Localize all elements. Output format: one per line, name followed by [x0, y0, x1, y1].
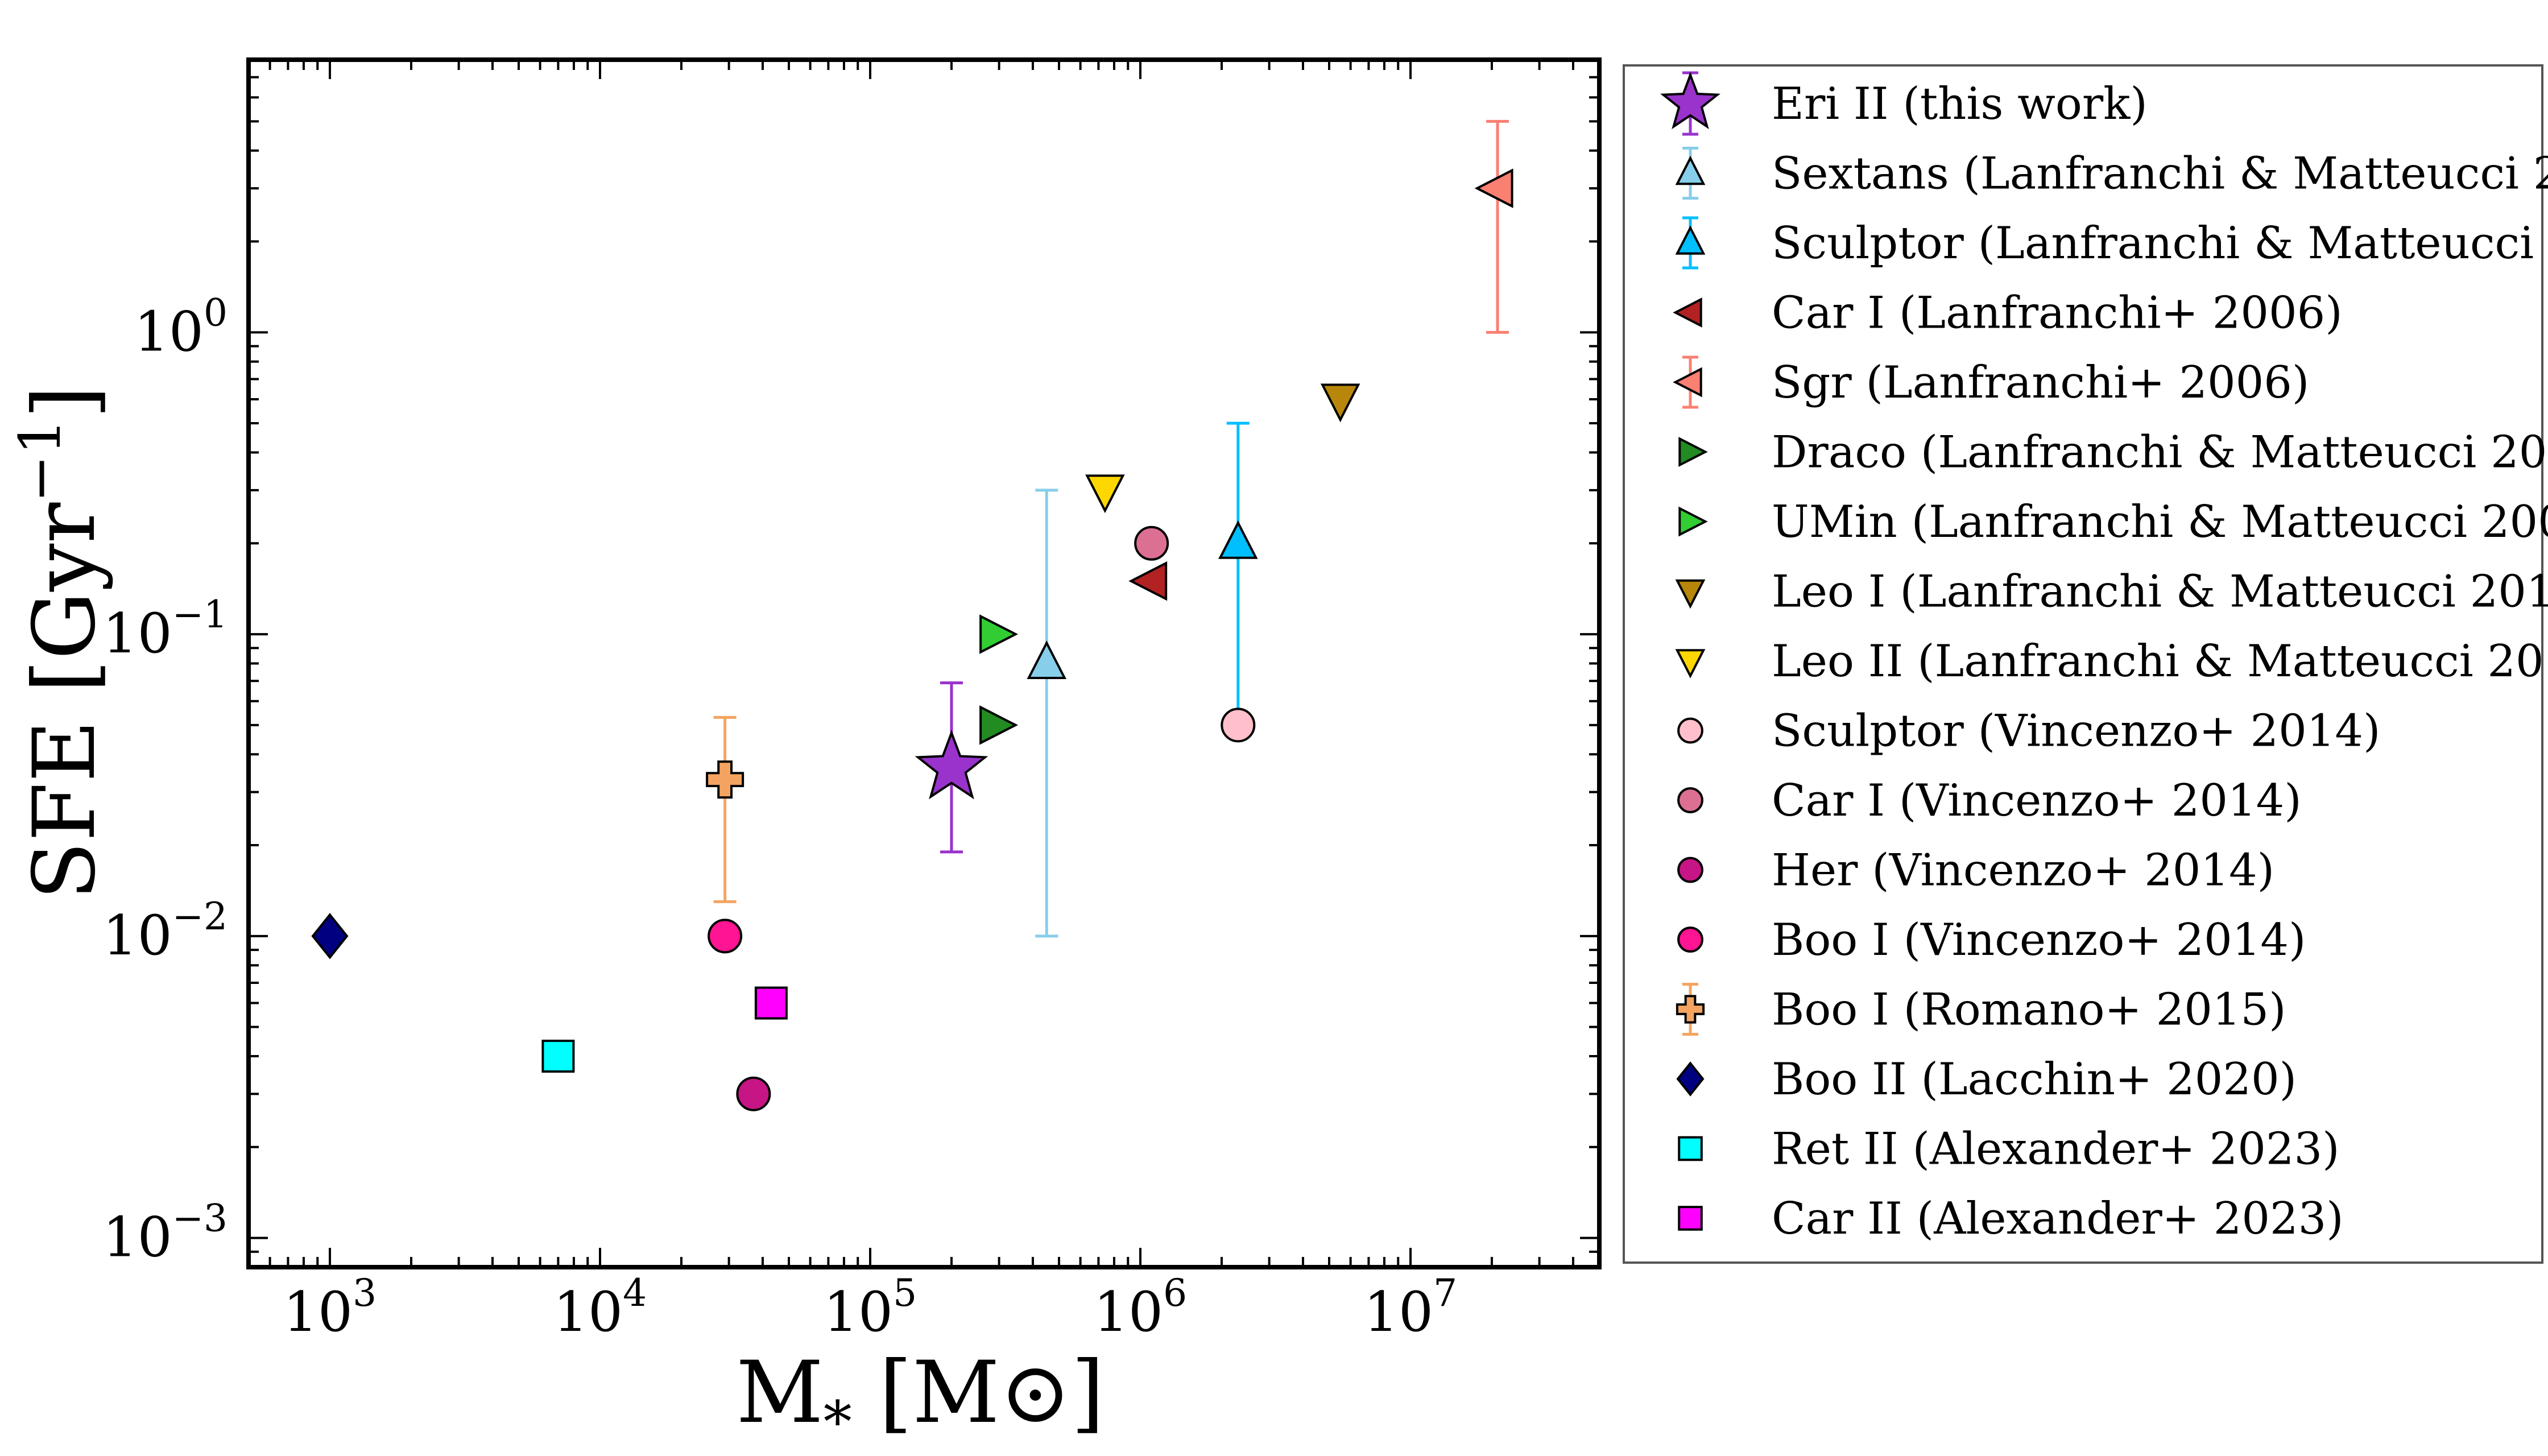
legend-label: Draco (Lanfranchi & Matteucci 2007): [1772, 427, 2548, 478]
legend-label: Leo I (Lanfranchi & Matteucci 2010): [1772, 566, 2548, 618]
data-point: [1474, 168, 1513, 208]
data-point: [1085, 474, 1125, 514]
legend-marker: [1677, 857, 1703, 883]
x-tick-label: 104: [553, 1271, 647, 1344]
legend-entry: Boo II (Lacchin+ 2020): [1676, 1054, 2297, 1105]
legend-entry: Boo I (Romano+ 2015): [1676, 983, 2286, 1036]
legend-marker: [1676, 995, 1705, 1024]
data-point: [706, 760, 744, 799]
error-bar: [1226, 421, 1250, 727]
x-tick-label: 106: [1094, 1271, 1187, 1344]
legend-label: Sextans (Lanfranchi & Matteucci 2004): [1772, 148, 2548, 200]
legend-marker: [1678, 506, 1708, 537]
y-tick-label: 10−2: [103, 895, 228, 967]
axes-layer: 103 104 105 106 107 10−3 10−2 10−1 100: [103, 57, 1602, 1344]
legend-marker: [1677, 717, 1703, 744]
error-bar: [1035, 489, 1058, 938]
legend-entry: Sculptor (Lanfranchi & Matteucci 2004): [1675, 216, 2548, 270]
legend-label: Car I (Vincenzo+ 2014): [1772, 775, 2302, 826]
legend-marker: [1675, 155, 1706, 185]
legend-entry: Her (Vincenzo+ 2014): [1677, 845, 2274, 896]
data-point: [1134, 526, 1169, 561]
legend-label: Sgr (Lanfranchi+ 2006): [1772, 357, 2309, 408]
legend-label: Boo II (Lacchin+ 2020): [1772, 1054, 2297, 1105]
y-tick-label: 100: [134, 291, 228, 363]
x-tick-label: 107: [1364, 1271, 1457, 1344]
legend-marker: [1675, 225, 1706, 255]
legend-label: Leo II (Lanfranchi & Matteucci 2010): [1772, 636, 2548, 687]
data-point: [311, 913, 349, 959]
legend-marker: [1678, 1136, 1703, 1161]
data-point: [1128, 561, 1168, 601]
data-point: [541, 1040, 575, 1073]
legend-box: [1623, 64, 2543, 1264]
legend-label: Eri II (this work): [1772, 78, 2148, 130]
legend-label: Boo I (Vincenzo+ 2014): [1772, 915, 2306, 966]
data-point: [1320, 383, 1360, 423]
legend-entry: Leo II (Lanfranchi & Matteucci 2010): [1675, 636, 2548, 687]
legend-label: Car II (Alexander+ 2023): [1772, 1193, 2344, 1244]
legend-entry: Draco (Lanfranchi & Matteucci 2007): [1678, 427, 2548, 478]
legend-entry: Eri II (this work): [1660, 71, 2148, 136]
data-point: [708, 919, 743, 954]
x-tick-label: 103: [283, 1271, 377, 1344]
legend-marker: [1677, 787, 1703, 813]
legend-entry: Sculptor (Vincenzo+ 2014): [1677, 706, 2380, 757]
y-tick-label: 10−1: [103, 593, 228, 665]
x-tick-label: 105: [824, 1271, 917, 1344]
data-point: [979, 705, 1019, 745]
legend-entry: Boo I (Vincenzo+ 2014): [1677, 915, 2306, 966]
legend-label: Ret II (Alexander+ 2023): [1772, 1124, 2340, 1175]
legend-marker: [1678, 1206, 1703, 1231]
legend-label: Sculptor (Vincenzo+ 2014): [1772, 706, 2380, 757]
legend-marker: [1675, 579, 1706, 609]
legend-marker: [1677, 926, 1703, 953]
plot-area-layer: [311, 119, 1513, 1111]
legend-marker: [1673, 297, 1702, 328]
legend-marker: [1676, 1061, 1705, 1097]
legend-entry: Sextans (Lanfranchi & Matteucci 2004): [1675, 147, 2548, 200]
data-point: [754, 986, 788, 1020]
legend-label: Boo I (Romano+ 2015): [1772, 985, 2286, 1036]
error-bar: [713, 715, 737, 903]
axes-frame: [246, 57, 1602, 1269]
y-tick-label: 10−3: [103, 1197, 228, 1269]
legend-entry: Sgr (Lanfranchi+ 2006): [1673, 355, 2309, 409]
x-axis-label: M* [M⊙]: [736, 1343, 1105, 1455]
legend-entry: Car II (Alexander+ 2023): [1678, 1193, 2344, 1244]
data-point: [1221, 708, 1256, 743]
error-bar: [1486, 119, 1509, 334]
legend-marker: [1675, 649, 1706, 679]
legend-marker: [1678, 437, 1708, 467]
data-point: [915, 729, 988, 800]
y-axis-label: SFE [Gyr−1]: [7, 386, 114, 900]
legend-entry: UMin (Lanfranchi & Matteucci 2007): [1678, 497, 2548, 548]
data-point: [736, 1076, 771, 1111]
legend-entry: Car I (Vincenzo+ 2014): [1677, 775, 2302, 826]
legend-marker: [1673, 367, 1702, 398]
legend-label: UMin (Lanfranchi & Matteucci 2007): [1772, 497, 2548, 548]
legend-marker: [1660, 72, 1720, 130]
legend-entry: Leo I (Lanfranchi & Matteucci 2010): [1675, 566, 2548, 618]
data-point: [1218, 520, 1258, 559]
legend-entry: Car I (Lanfranchi+ 2006): [1673, 288, 2343, 339]
data-point: [1027, 640, 1067, 679]
legend-label: Her (Vincenzo+ 2014): [1772, 845, 2274, 896]
legend-layer: Eri II (this work) Sextans (Lanfranchi & …: [1623, 64, 2548, 1264]
data-point: [979, 614, 1019, 654]
legend-label: Sculptor (Lanfranchi & Matteucci 2004): [1772, 218, 2548, 269]
legend-label: Car I (Lanfranchi+ 2006): [1772, 288, 2343, 339]
legend-entry: Ret II (Alexander+ 2023): [1678, 1124, 2340, 1175]
